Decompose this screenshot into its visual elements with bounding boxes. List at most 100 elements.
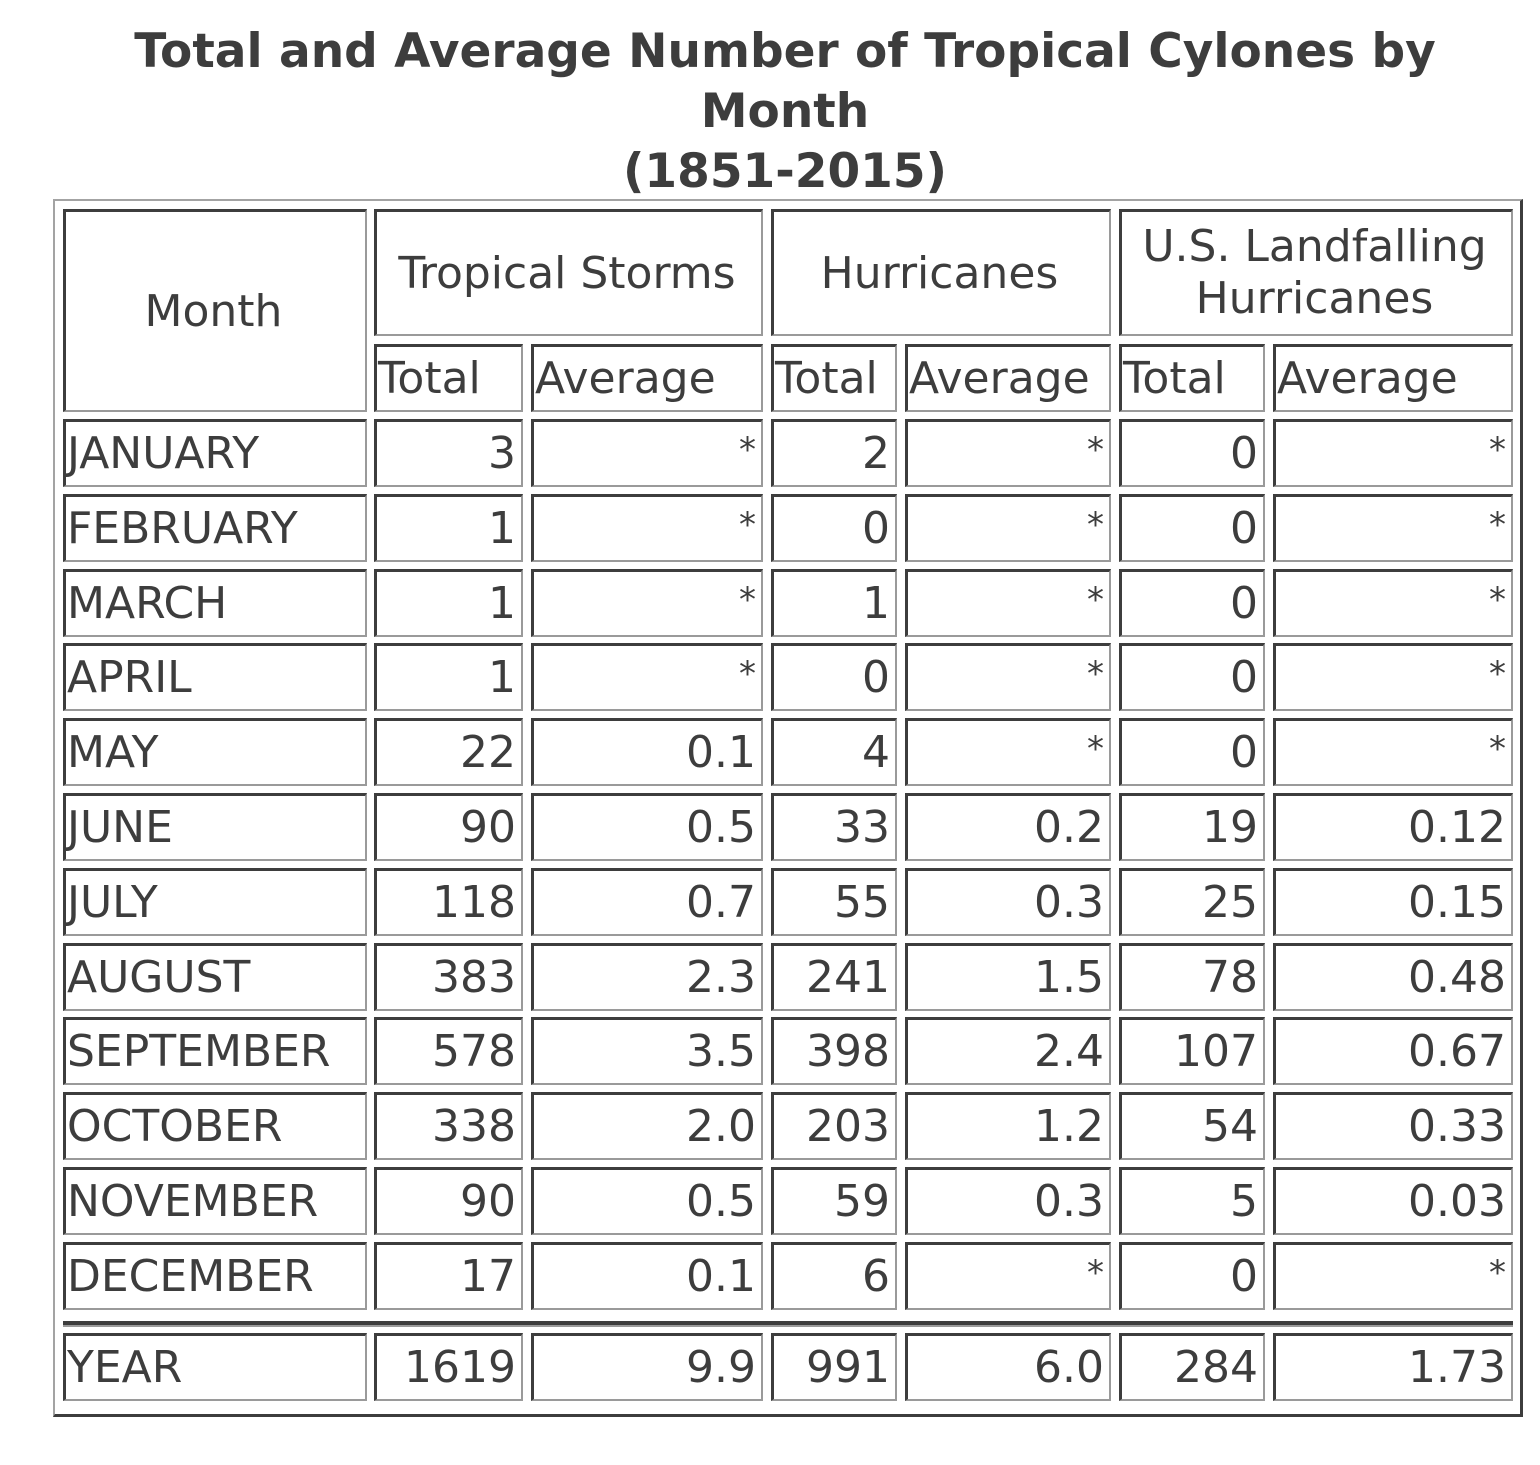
- row-5-value-1: 0.5: [531, 793, 763, 861]
- row-11-value-3: *: [905, 1242, 1111, 1310]
- title-line-3: (1851-2015): [622, 144, 948, 199]
- row-6-value-4: 25: [1119, 868, 1265, 936]
- row-11-value-1: 0.1: [531, 1242, 763, 1310]
- row-month-8: SEPTEMBER: [63, 1017, 367, 1085]
- row-2-value-5: *: [1273, 569, 1513, 637]
- row-month-11: DECEMBER: [63, 1242, 367, 1310]
- row-11-value-2: 6: [771, 1242, 897, 1310]
- total-value-1: 9.9: [531, 1333, 763, 1401]
- row-month-0: JANUARY: [63, 419, 367, 487]
- row-9-value-2: 203: [771, 1092, 897, 1160]
- row-10-value-5: 0.03: [1273, 1167, 1513, 1235]
- row-9-value-4: 54: [1119, 1092, 1265, 1160]
- row-4-value-4: 0: [1119, 718, 1265, 786]
- row-0-value-5: *: [1273, 419, 1513, 487]
- total-value-5: 1.73: [1273, 1333, 1513, 1401]
- total-value-2: 991: [771, 1333, 897, 1401]
- row-11-value-4: 0: [1119, 1242, 1265, 1310]
- header-group-2: U.S. Landfalling Hurricanes: [1119, 209, 1513, 336]
- row-4-value-3: *: [905, 718, 1111, 786]
- row-5-value-5: 0.12: [1273, 793, 1513, 861]
- header-group-0: Tropical Storms: [374, 209, 763, 336]
- row-1-value-3: *: [905, 494, 1111, 562]
- row-7-value-1: 2.3: [531, 943, 763, 1011]
- row-month-4: MAY: [63, 718, 367, 786]
- row-3-value-4: 0: [1119, 643, 1265, 711]
- row-4-value-1: 0.1: [531, 718, 763, 786]
- title-line-2: Month: [700, 84, 870, 139]
- row-6-value-5: 0.15: [1273, 868, 1513, 936]
- row-month-3: APRIL: [63, 643, 367, 711]
- row-6-value-3: 0.3: [905, 868, 1111, 936]
- row-1-value-2: 0: [771, 494, 897, 562]
- row-4-value-2: 4: [771, 718, 897, 786]
- row-3-value-5: *: [1273, 643, 1513, 711]
- row-8-value-4: 107: [1119, 1017, 1265, 1085]
- row-0-value-3: *: [905, 419, 1111, 487]
- row-11-value-0: 17: [374, 1242, 523, 1310]
- row-month-10: NOVEMBER: [63, 1167, 367, 1235]
- title-line-1: Total and Average Number of Tropical Cyl…: [134, 24, 1436, 79]
- row-8-value-5: 0.67: [1273, 1017, 1513, 1085]
- row-8-value-2: 398: [771, 1017, 897, 1085]
- row-month-1: FEBRUARY: [63, 494, 367, 562]
- row-10-value-2: 59: [771, 1167, 897, 1235]
- row-month-5: JUNE: [63, 793, 367, 861]
- header-group-1: Hurricanes: [771, 209, 1111, 336]
- row-2-value-1: *: [531, 569, 763, 637]
- row-5-value-0: 90: [374, 793, 523, 861]
- row-2-value-2: 1: [771, 569, 897, 637]
- total-value-0: 1619: [374, 1333, 523, 1401]
- row-0-value-4: 0: [1119, 419, 1265, 487]
- header-sub-5: Average: [1273, 344, 1513, 412]
- row-0-value-1: *: [531, 419, 763, 487]
- table-title: Total and Average Number of Tropical Cyl…: [60, 22, 1510, 202]
- row-3-value-2: 0: [771, 643, 897, 711]
- row-7-value-0: 383: [374, 943, 523, 1011]
- row-8-value-3: 2.4: [905, 1017, 1111, 1085]
- row-7-value-5: 0.48: [1273, 943, 1513, 1011]
- row-2-value-4: 0: [1119, 569, 1265, 637]
- total-value-3: 6.0: [905, 1333, 1111, 1401]
- row-3-value-0: 1: [374, 643, 523, 711]
- row-9-value-1: 2.0: [531, 1092, 763, 1160]
- row-3-value-1: *: [531, 643, 763, 711]
- header-sub-3: Average: [905, 344, 1111, 412]
- row-6-value-0: 118: [374, 868, 523, 936]
- row-9-value-5: 0.33: [1273, 1092, 1513, 1160]
- row-8-value-0: 578: [374, 1017, 523, 1085]
- row-5-value-2: 33: [771, 793, 897, 861]
- total-value-4: 284: [1119, 1333, 1265, 1401]
- row-8-value-1: 3.5: [531, 1017, 763, 1085]
- header-sub-2: Total: [771, 344, 897, 412]
- row-5-value-4: 19: [1119, 793, 1265, 861]
- row-10-value-3: 0.3: [905, 1167, 1111, 1235]
- row-3-value-3: *: [905, 643, 1111, 711]
- row-month-7: AUGUST: [63, 943, 367, 1011]
- row-1-value-1: *: [531, 494, 763, 562]
- row-month-6: JULY: [63, 868, 367, 936]
- row-9-value-0: 338: [374, 1092, 523, 1160]
- row-1-value-4: 0: [1119, 494, 1265, 562]
- row-7-value-4: 78: [1119, 943, 1265, 1011]
- row-10-value-0: 90: [374, 1167, 523, 1235]
- header-sub-1: Average: [531, 344, 763, 412]
- row-7-value-2: 241: [771, 943, 897, 1011]
- row-10-value-4: 5: [1119, 1167, 1265, 1235]
- row-0-value-0: 3: [374, 419, 523, 487]
- row-5-value-3: 0.2: [905, 793, 1111, 861]
- header-sub-4: Total: [1119, 344, 1265, 412]
- row-10-value-1: 0.5: [531, 1167, 763, 1235]
- total-divider: [63, 1321, 1513, 1327]
- row-11-value-5: *: [1273, 1242, 1513, 1310]
- total-month: YEAR: [63, 1333, 367, 1401]
- header-month: Month: [63, 209, 367, 412]
- row-4-value-0: 22: [374, 718, 523, 786]
- row-1-value-5: *: [1273, 494, 1513, 562]
- row-2-value-0: 1: [374, 569, 523, 637]
- row-7-value-3: 1.5: [905, 943, 1111, 1011]
- row-month-9: OCTOBER: [63, 1092, 367, 1160]
- row-6-value-2: 55: [771, 868, 897, 936]
- row-9-value-3: 1.2: [905, 1092, 1111, 1160]
- header-sub-0: Total: [374, 344, 523, 412]
